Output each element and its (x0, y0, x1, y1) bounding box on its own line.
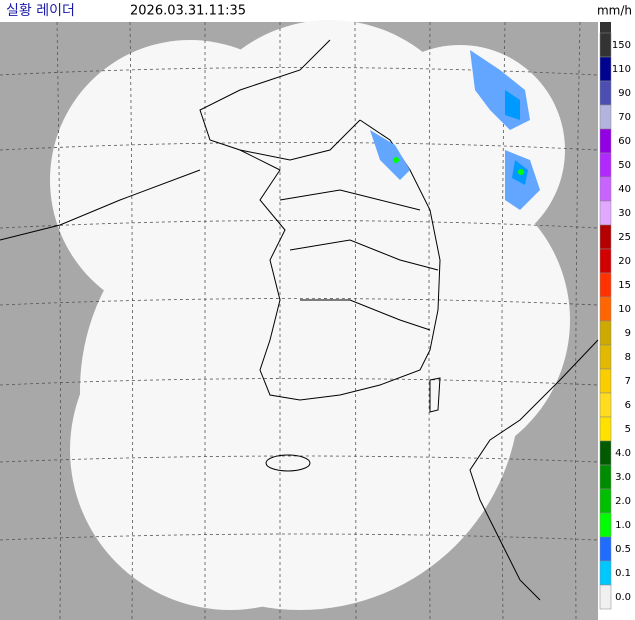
legend-swatch (599, 344, 612, 370)
legend-swatch (599, 464, 612, 490)
legend-swatch (599, 512, 612, 538)
legend-label: 30 (618, 208, 631, 219)
legend-swatch (599, 392, 612, 418)
legend-swatch (599, 32, 612, 58)
legend-label: 8 (625, 352, 631, 363)
legend-swatch (599, 440, 612, 466)
legend-label: 110 (612, 64, 631, 75)
legend-label: 0.1 (615, 568, 631, 579)
legend-swatch (599, 560, 612, 586)
legend-label: 150 (612, 40, 631, 51)
legend-label: 50 (618, 160, 631, 171)
legend-label: 15 (618, 280, 631, 291)
legend-swatch (599, 56, 612, 82)
legend-label: 90 (618, 88, 631, 99)
legend-label: 70 (618, 112, 631, 123)
legend-swatch (599, 320, 612, 346)
legend-swatch (599, 152, 612, 178)
title: 실황 레이더 (6, 3, 75, 19)
legend-label: 3.0 (615, 472, 631, 483)
legend-label: 4.0 (615, 448, 631, 459)
legend-swatch (599, 488, 612, 514)
legend-swatch (599, 128, 612, 154)
legend-swatch (599, 176, 612, 202)
legend-swatch (599, 80, 612, 106)
legend-swatch (599, 368, 612, 394)
legend-label: 10 (618, 304, 631, 315)
map (0, 20, 599, 620)
timestamp: 2026.03.31.11:35 (130, 4, 246, 19)
unit: mm/h (597, 4, 632, 18)
legend-label: 2.0 (615, 496, 631, 507)
legend: 150 110 90 70 60 50 40 30 25 20 15 10 9 8 7 6 5 4.0 3.0 2.0… (599, 22, 631, 610)
legend-label: 6 (625, 400, 631, 411)
legend-swatch (599, 248, 612, 274)
legend-swatch (599, 296, 612, 322)
legend-label: 25 (618, 232, 631, 243)
legend-swatch (599, 416, 612, 442)
legend-label: 0.0 (615, 592, 631, 603)
legend-cap (600, 22, 611, 33)
legend-label: 60 (618, 136, 631, 147)
legend-label: 20 (618, 256, 631, 267)
legend-label: 5 (625, 424, 631, 435)
legend-label: 40 (618, 184, 631, 195)
legend-swatch (599, 536, 612, 562)
legend-swatch (599, 200, 612, 226)
legend-swatch (599, 584, 612, 610)
legend-label: 7 (625, 376, 631, 387)
legend-label: 9 (625, 328, 631, 339)
legend-label: 0.5 (615, 544, 631, 555)
legend-swatch (599, 104, 612, 130)
legend-label: 1.0 (615, 520, 631, 531)
legend-swatch (599, 272, 612, 298)
legend-swatch (599, 224, 612, 250)
